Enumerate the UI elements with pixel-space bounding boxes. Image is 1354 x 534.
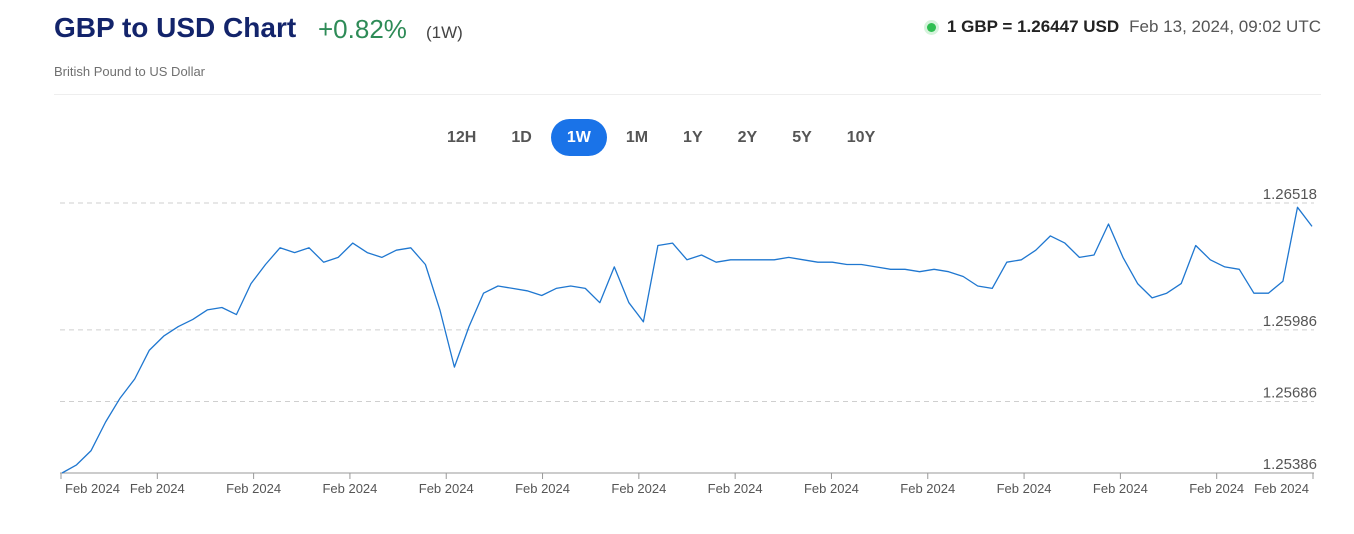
range-tab-1m[interactable]: 1M <box>625 129 649 146</box>
x-tick-label: Feb 2024 <box>130 481 185 496</box>
change-period: (1W) <box>426 23 463 42</box>
x-tick-label: Feb 2024 <box>804 481 859 496</box>
x-tick-label: Feb 2024 <box>322 481 377 496</box>
change-percent: +0.82% <box>318 14 407 44</box>
chart-title: GBP to USD Chart <box>54 12 297 43</box>
x-tick-label: Feb 2024 <box>226 481 281 496</box>
y-tick-label: 1.25386 <box>1263 456 1317 473</box>
live-indicator-icon <box>927 22 936 32</box>
chart-subtitle: British Pound to US Dollar <box>54 64 206 79</box>
x-tick-label: Feb 2024 <box>997 481 1052 496</box>
x-tick-label: Feb 2024 <box>708 481 763 496</box>
x-tick-label: Feb 2024 <box>900 481 955 496</box>
y-tick-label: 1.25986 <box>1263 313 1317 330</box>
x-tick-label: Feb 2024 <box>1254 481 1309 496</box>
range-tab-1y[interactable]: 1Y <box>683 129 703 146</box>
x-tick-label: Feb 2024 <box>611 481 666 496</box>
rate-value: 1 GBP = 1.26447 USD <box>947 17 1120 36</box>
range-tab-5y[interactable]: 5Y <box>792 129 812 146</box>
x-tick-label: Feb 2024 <box>419 481 474 496</box>
x-tick-label: Feb 2024 <box>515 481 570 496</box>
x-tick-label: Feb 2024 <box>1093 481 1148 496</box>
range-tab-2y[interactable]: 2Y <box>737 129 758 146</box>
range-tab-1w[interactable]: 1W <box>550 119 607 156</box>
live-rate: 1 GBP = 1.26447 USD Feb 13, 2024, 09:02 … <box>927 17 1321 37</box>
header-divider <box>54 94 1321 95</box>
rate-timestamp: Feb 13, 2024, 09:02 UTC <box>1129 17 1321 36</box>
x-tick-label: Feb 2024 <box>65 481 120 496</box>
range-tab-12h[interactable]: 12H <box>447 129 477 146</box>
y-tick-label: 1.26518 <box>1263 186 1317 203</box>
series-line <box>61 206 1313 474</box>
rate-chart: 1.26518 1.25986 1.25686 1.25386 Feb 2024 Feb … <box>60 186 1317 496</box>
range-selector: 12H 1D 1W 1M 1Y 2Y 5Y 10Y <box>431 119 894 156</box>
range-tab-10y[interactable]: 10Y <box>846 129 876 146</box>
x-tick-label: Feb 2024 <box>1189 481 1244 496</box>
range-tab-1d[interactable]: 1D <box>511 129 532 146</box>
y-tick-label: 1.25686 <box>1263 384 1317 401</box>
